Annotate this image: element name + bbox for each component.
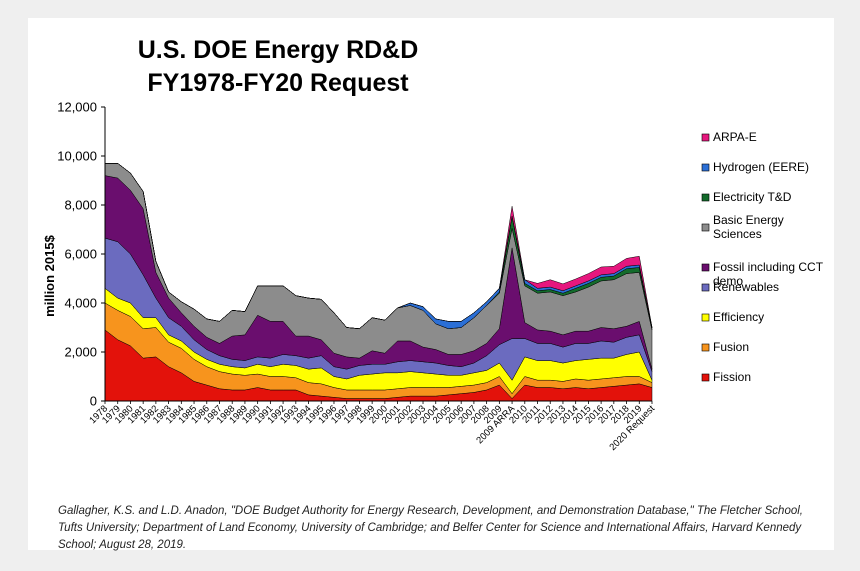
- legend-swatch-electricity-t-d: [701, 193, 710, 202]
- y-tick-label: 8,000: [64, 198, 97, 213]
- legend-label-efficiency: Efficiency: [713, 310, 764, 324]
- y-tick-label: 4,000: [64, 296, 97, 311]
- legend-swatch-efficiency: [701, 313, 710, 322]
- y-tick-label: 6,000: [64, 247, 97, 262]
- x-ticks: 1978197919801981198219831984198519861987…: [87, 401, 657, 453]
- legend-label-basic-energy-sciences: Basic Energy Sciences: [713, 213, 784, 241]
- y-tick-label: 10,000: [57, 149, 97, 164]
- y-tick-label: 2,000: [64, 345, 97, 360]
- y-axis-label: million 2015$: [42, 234, 57, 316]
- chart-title-line2: FY1978-FY20 Request: [147, 69, 409, 97]
- legend-label-hydrogen-eere: Hydrogen (EERE): [713, 160, 809, 174]
- y-ticks: 0 2,000 4,000 6,000 8,000 10,000 12,000: [57, 100, 105, 409]
- legend-label-renewables: Renewables: [713, 280, 779, 294]
- legend: ARPA-E Hydrogen (EERE) Electricity T&D Basi…: [701, 130, 824, 384]
- area-layers: [104, 163, 653, 402]
- chart-card: U.S. DOE Energy RD&D FY1978-FY20 Request…: [28, 18, 834, 551]
- legend-swatch-fusion: [701, 343, 710, 352]
- chart: U.S. DOE Energy RD&D FY1978-FY20 Request…: [42, 36, 824, 453]
- legend-swatch-renewables: [701, 283, 710, 292]
- legend-swatch-basic-energy-sciences: [701, 223, 710, 232]
- legend-swatch-fission: [701, 373, 710, 382]
- legend-swatch-fossil-including-cct-demo: [701, 263, 710, 272]
- legend-label-fossil-including-cct-demo: Fossil including CCT demo: [713, 260, 824, 288]
- legend-swatch-hydrogen-eere: [701, 163, 710, 172]
- legend-label-fusion: Fusion: [713, 340, 749, 354]
- area-arpa-e: [104, 163, 653, 329]
- y-tick-label: 12,000: [57, 100, 97, 115]
- legend-swatch-arpa-e: [701, 133, 710, 142]
- legend-label-arpa-e: ARPA-E: [713, 130, 757, 144]
- y-tick-label: 0: [90, 394, 97, 409]
- source-citation: Gallagher, K.S. and L.D. Anadon, "DOE Bu…: [58, 505, 803, 551]
- legend-label-fission: Fission: [713, 370, 751, 384]
- chart-title-line1: U.S. DOE Energy RD&D: [138, 36, 419, 64]
- legend-label-electricity-t-d: Electricity T&D: [713, 190, 792, 204]
